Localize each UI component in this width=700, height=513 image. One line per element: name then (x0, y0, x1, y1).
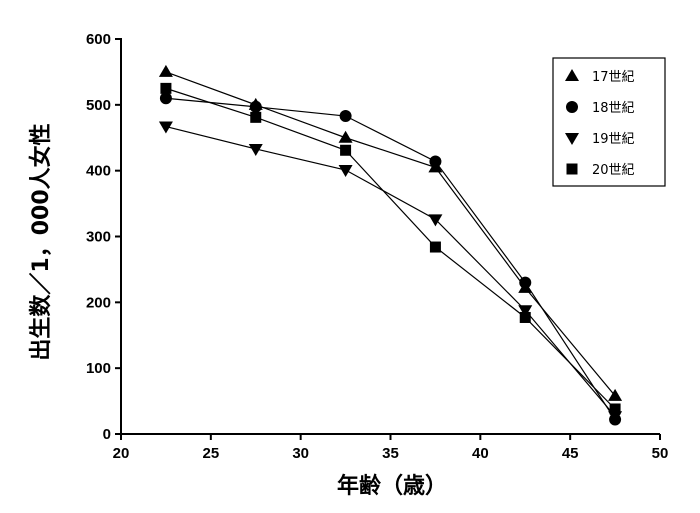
legend-label: 19世紀 (592, 132, 635, 147)
legend-marker (565, 69, 579, 81)
data-point (609, 403, 621, 415)
legend-marker (565, 133, 579, 145)
legend-item: 20世紀 (566, 163, 635, 178)
data-point (429, 241, 441, 253)
y-axis-ticks: 0 100 200 300 400 500 600 (86, 31, 121, 443)
series-line (165, 71, 616, 397)
series-line (165, 125, 616, 417)
data-point (249, 100, 262, 113)
legend-item: 18世紀 (566, 101, 635, 116)
y-tick-label: 200 (86, 294, 111, 311)
data-point (338, 165, 353, 178)
legend-marker (566, 163, 578, 175)
data-point (518, 305, 533, 318)
legend-items: 17世紀 18世紀 19世紀 20世紀 (565, 69, 635, 178)
data-point (160, 82, 172, 94)
y-tick-label: 500 (86, 97, 111, 114)
x-tick-label: 45 (562, 445, 579, 462)
data-point (519, 276, 532, 289)
data-point (608, 388, 623, 401)
data-point (339, 110, 352, 123)
y-tick-label: 300 (86, 229, 111, 246)
data-point (428, 214, 443, 227)
legend-label: 17世紀 (592, 70, 635, 85)
x-tick-label: 25 (202, 445, 219, 462)
series-19世紀 (158, 121, 623, 424)
legend-label: 18世紀 (592, 101, 635, 116)
x-tick-label: 20 (113, 445, 130, 462)
x-tick-label: 35 (382, 445, 399, 462)
y-tick-label: 600 (86, 31, 111, 48)
data-point (338, 130, 353, 143)
x-tick-label: 50 (652, 445, 669, 462)
legend-item: 19世紀 (565, 132, 635, 147)
data-point (340, 144, 352, 156)
x-tick-label: 30 (292, 445, 309, 462)
series-group (158, 64, 623, 426)
x-axis-title: 年齢（歳） (337, 473, 447, 499)
series-18世紀 (159, 92, 622, 426)
series-20世紀 (160, 82, 621, 415)
data-point (158, 121, 173, 134)
x-axis-ticks: 20 25 30 35 40 45 50 (113, 434, 669, 462)
data-point (429, 155, 442, 168)
y-tick-label: 100 (86, 360, 111, 377)
data-point (248, 143, 263, 156)
data-point (250, 111, 262, 123)
y-tick-label: 400 (86, 163, 111, 180)
y-tick-label: 0 (103, 426, 111, 443)
legend-label: 20世紀 (592, 163, 635, 178)
legend: 17世紀 18世紀 19世紀 20世紀 (552, 57, 666, 187)
plot-area: 0 100 200 300 400 500 600 20 25 30 35 40 45 50 (86, 31, 668, 462)
series-line (165, 87, 616, 410)
data-point (159, 92, 172, 105)
legend-item: 17世紀 (565, 69, 635, 85)
x-tick-label: 40 (472, 445, 489, 462)
series-line (165, 97, 616, 420)
y-axis-title: 出生数／1，000人女性 (28, 123, 54, 360)
legend-marker (566, 101, 578, 113)
data-point (158, 64, 173, 77)
data-point (519, 311, 531, 323)
